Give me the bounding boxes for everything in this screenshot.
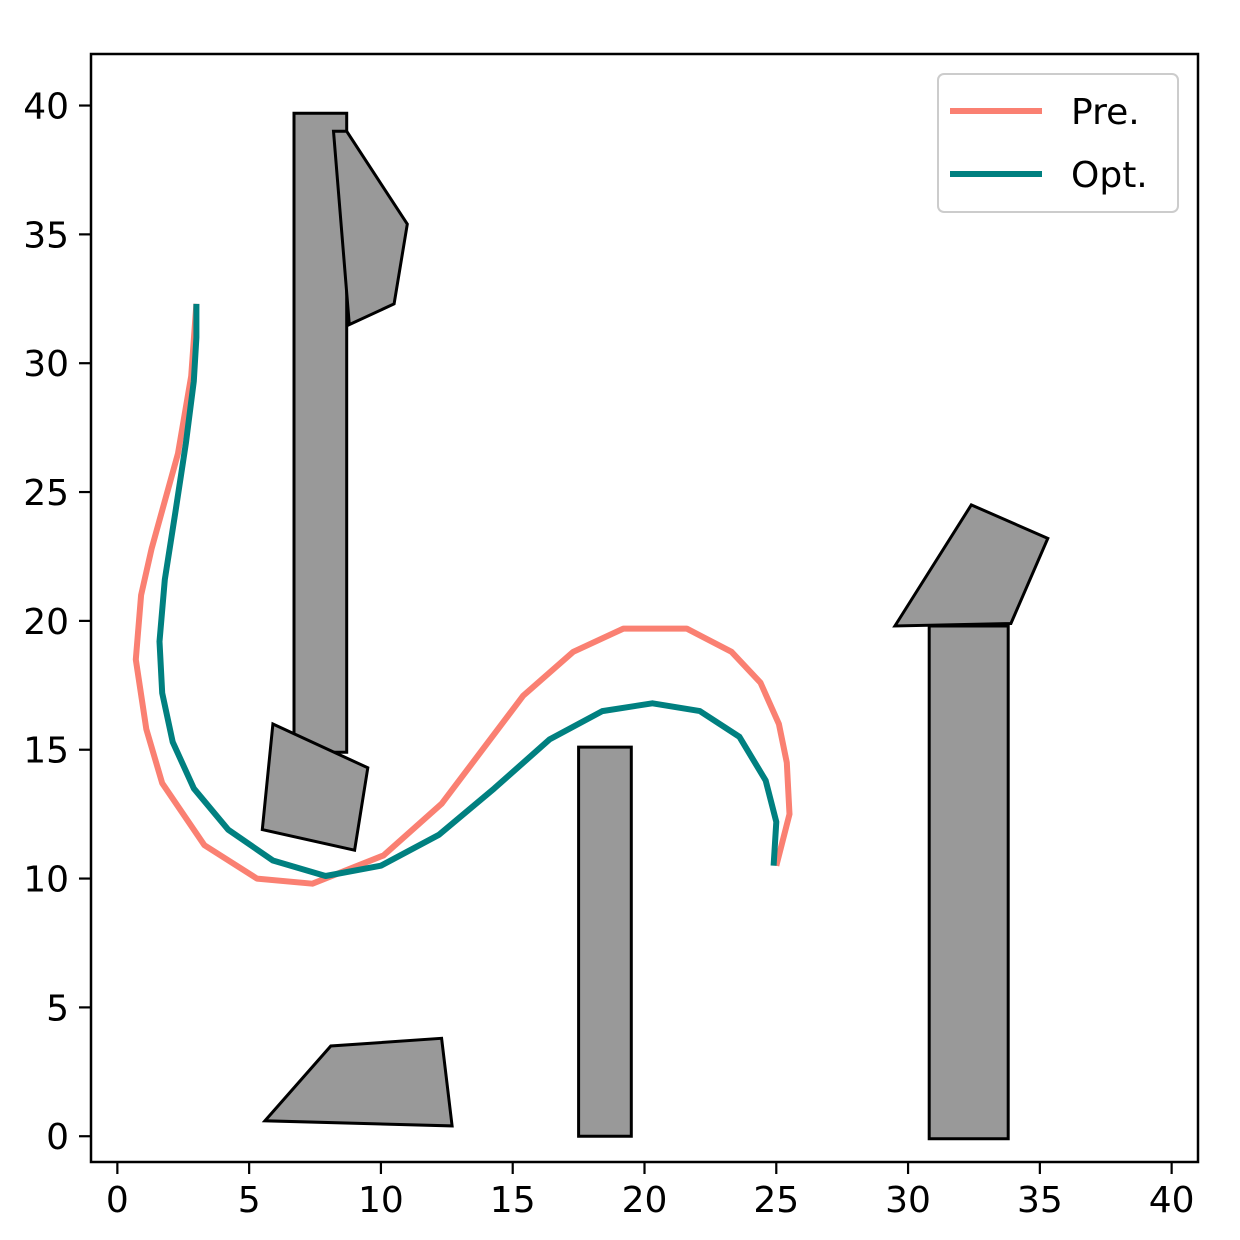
series-layer <box>132 303 793 887</box>
series-line-opt <box>156 303 780 879</box>
plot-frame <box>89 52 1200 1164</box>
obstacle-7 <box>892 503 1050 628</box>
y-axis-ticks: 0 5 10 15 20 25 30 35 40 <box>23 87 91 1158</box>
x-tick-label: 40 <box>1149 1180 1195 1221</box>
legend: Pre. Opt. <box>937 73 1179 213</box>
x-tick-label: 25 <box>753 1180 799 1221</box>
x-tick-label: 10 <box>358 1180 404 1221</box>
y-tick-label: 15 <box>23 731 69 772</box>
legend-label: Pre. <box>1071 92 1140 133</box>
x-tick-label: 35 <box>1017 1180 1063 1221</box>
y-tick-label: 0 <box>46 1117 69 1158</box>
series-line-pre <box>132 303 793 887</box>
obstacle-2 <box>331 129 409 327</box>
x-tick-label: 5 <box>238 1180 261 1221</box>
legend-label: Opt. <box>1071 155 1148 196</box>
obstacle-3 <box>260 721 370 853</box>
obstacles-layer <box>260 111 1050 1141</box>
x-axis-ticks: 0 5 10 15 20 25 30 35 40 <box>106 1162 1195 1221</box>
obstacle-6 <box>927 624 1010 1141</box>
y-tick-label: 30 <box>23 344 69 385</box>
x-tick-label: 30 <box>885 1180 931 1221</box>
y-tick-label: 5 <box>46 988 69 1029</box>
y-tick-label: 40 <box>23 87 69 128</box>
obstacle-1 <box>292 111 349 754</box>
y-tick-label: 20 <box>23 602 69 643</box>
y-tick-label: 35 <box>23 215 69 256</box>
y-tick-label: 10 <box>23 860 69 901</box>
obstacle-4 <box>261 1036 454 1128</box>
x-tick-label: 0 <box>106 1180 129 1221</box>
x-tick-label: 20 <box>622 1180 668 1221</box>
y-tick-label: 25 <box>23 473 69 514</box>
obstacle-5 <box>577 745 633 1138</box>
x-tick-label: 15 <box>490 1180 536 1221</box>
